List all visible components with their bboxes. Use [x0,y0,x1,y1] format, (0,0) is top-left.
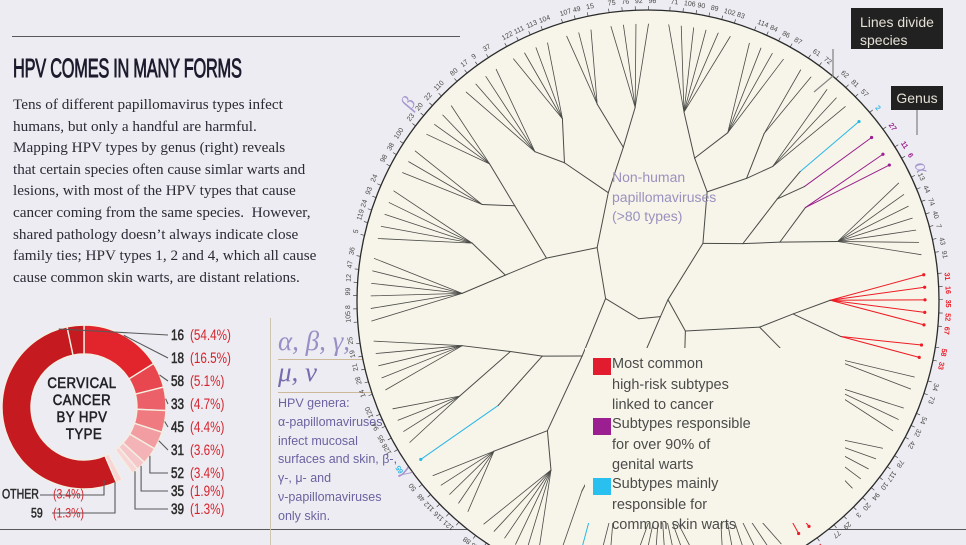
svg-text:(3.4%): (3.4%) [53,486,84,502]
svg-text:33: 33 [171,396,184,413]
svg-text:(3.4%): (3.4%) [190,465,224,482]
svg-text:(1.3%): (1.3%) [53,505,84,521]
svg-text:52: 52 [171,465,184,482]
svg-text:59: 59 [31,505,43,521]
svg-text:(5.1%): (5.1%) [190,373,224,390]
svg-text:(1.3%): (1.3%) [190,501,224,518]
svg-text:OTHER: OTHER [2,486,39,502]
svg-text:18: 18 [171,350,184,367]
svg-text:16: 16 [171,327,184,344]
svg-text:58: 58 [171,373,184,390]
svg-text:(54.4%): (54.4%) [190,327,231,344]
svg-text:(4.4%): (4.4%) [190,419,224,436]
svg-text:(3.6%): (3.6%) [190,442,224,459]
svg-text:(16.5%): (16.5%) [190,350,231,367]
svg-text:(1.9%): (1.9%) [190,483,224,500]
svg-text:CERVICAL CANCER BY: CERVICAL CANCER BY HPV TYPE [47,374,120,442]
svg-text:45: 45 [171,419,184,436]
svg-text:(4.7%): (4.7%) [190,396,224,413]
svg-text:39: 39 [171,501,184,518]
svg-text:31: 31 [171,442,184,459]
svg-text:35: 35 [171,483,184,500]
